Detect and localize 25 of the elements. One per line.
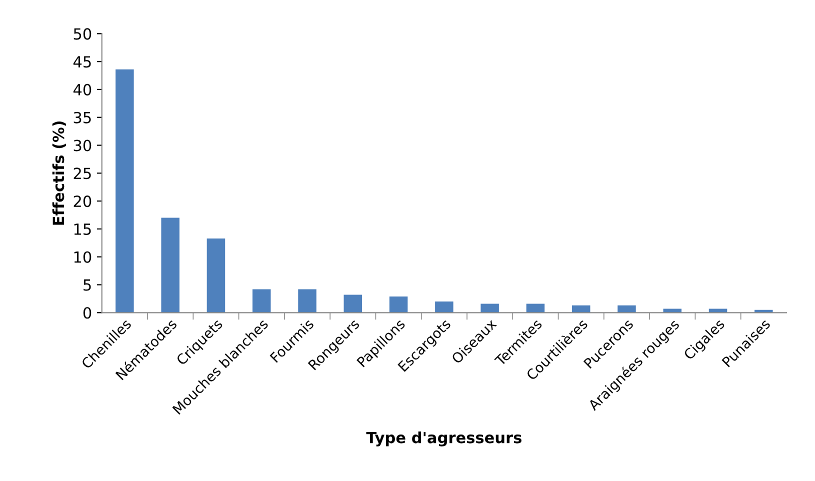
bar bbox=[663, 308, 682, 313]
y-tick-label: 5 bbox=[84, 279, 91, 291]
bar bbox=[618, 305, 636, 313]
bar bbox=[206, 238, 226, 313]
y-tick-label: 45 bbox=[73, 56, 91, 68]
y-tick-label: 30 bbox=[74, 140, 92, 152]
bar bbox=[298, 289, 316, 313]
bar bbox=[435, 301, 454, 313]
bar bbox=[389, 296, 408, 313]
bar bbox=[526, 304, 545, 313]
bar bbox=[344, 294, 362, 313]
y-tick-label: 50 bbox=[74, 28, 92, 40]
x-axis-title: Type d'agresseurs bbox=[366, 432, 522, 446]
y-tick-label: 40 bbox=[73, 84, 92, 96]
y-tick-label: 25 bbox=[74, 168, 91, 180]
y-tick-label: 10 bbox=[74, 251, 92, 263]
y-tick-label: 0 bbox=[83, 307, 92, 319]
bar bbox=[480, 304, 499, 313]
y-axis-title: Effectifs (%) bbox=[52, 121, 66, 225]
bar bbox=[116, 69, 134, 313]
y-tick-label: 15 bbox=[74, 224, 91, 235]
bar bbox=[161, 218, 180, 313]
bar bbox=[252, 289, 271, 313]
y-tick-label: 35 bbox=[74, 112, 91, 124]
y-tick-label: 20 bbox=[74, 196, 92, 208]
